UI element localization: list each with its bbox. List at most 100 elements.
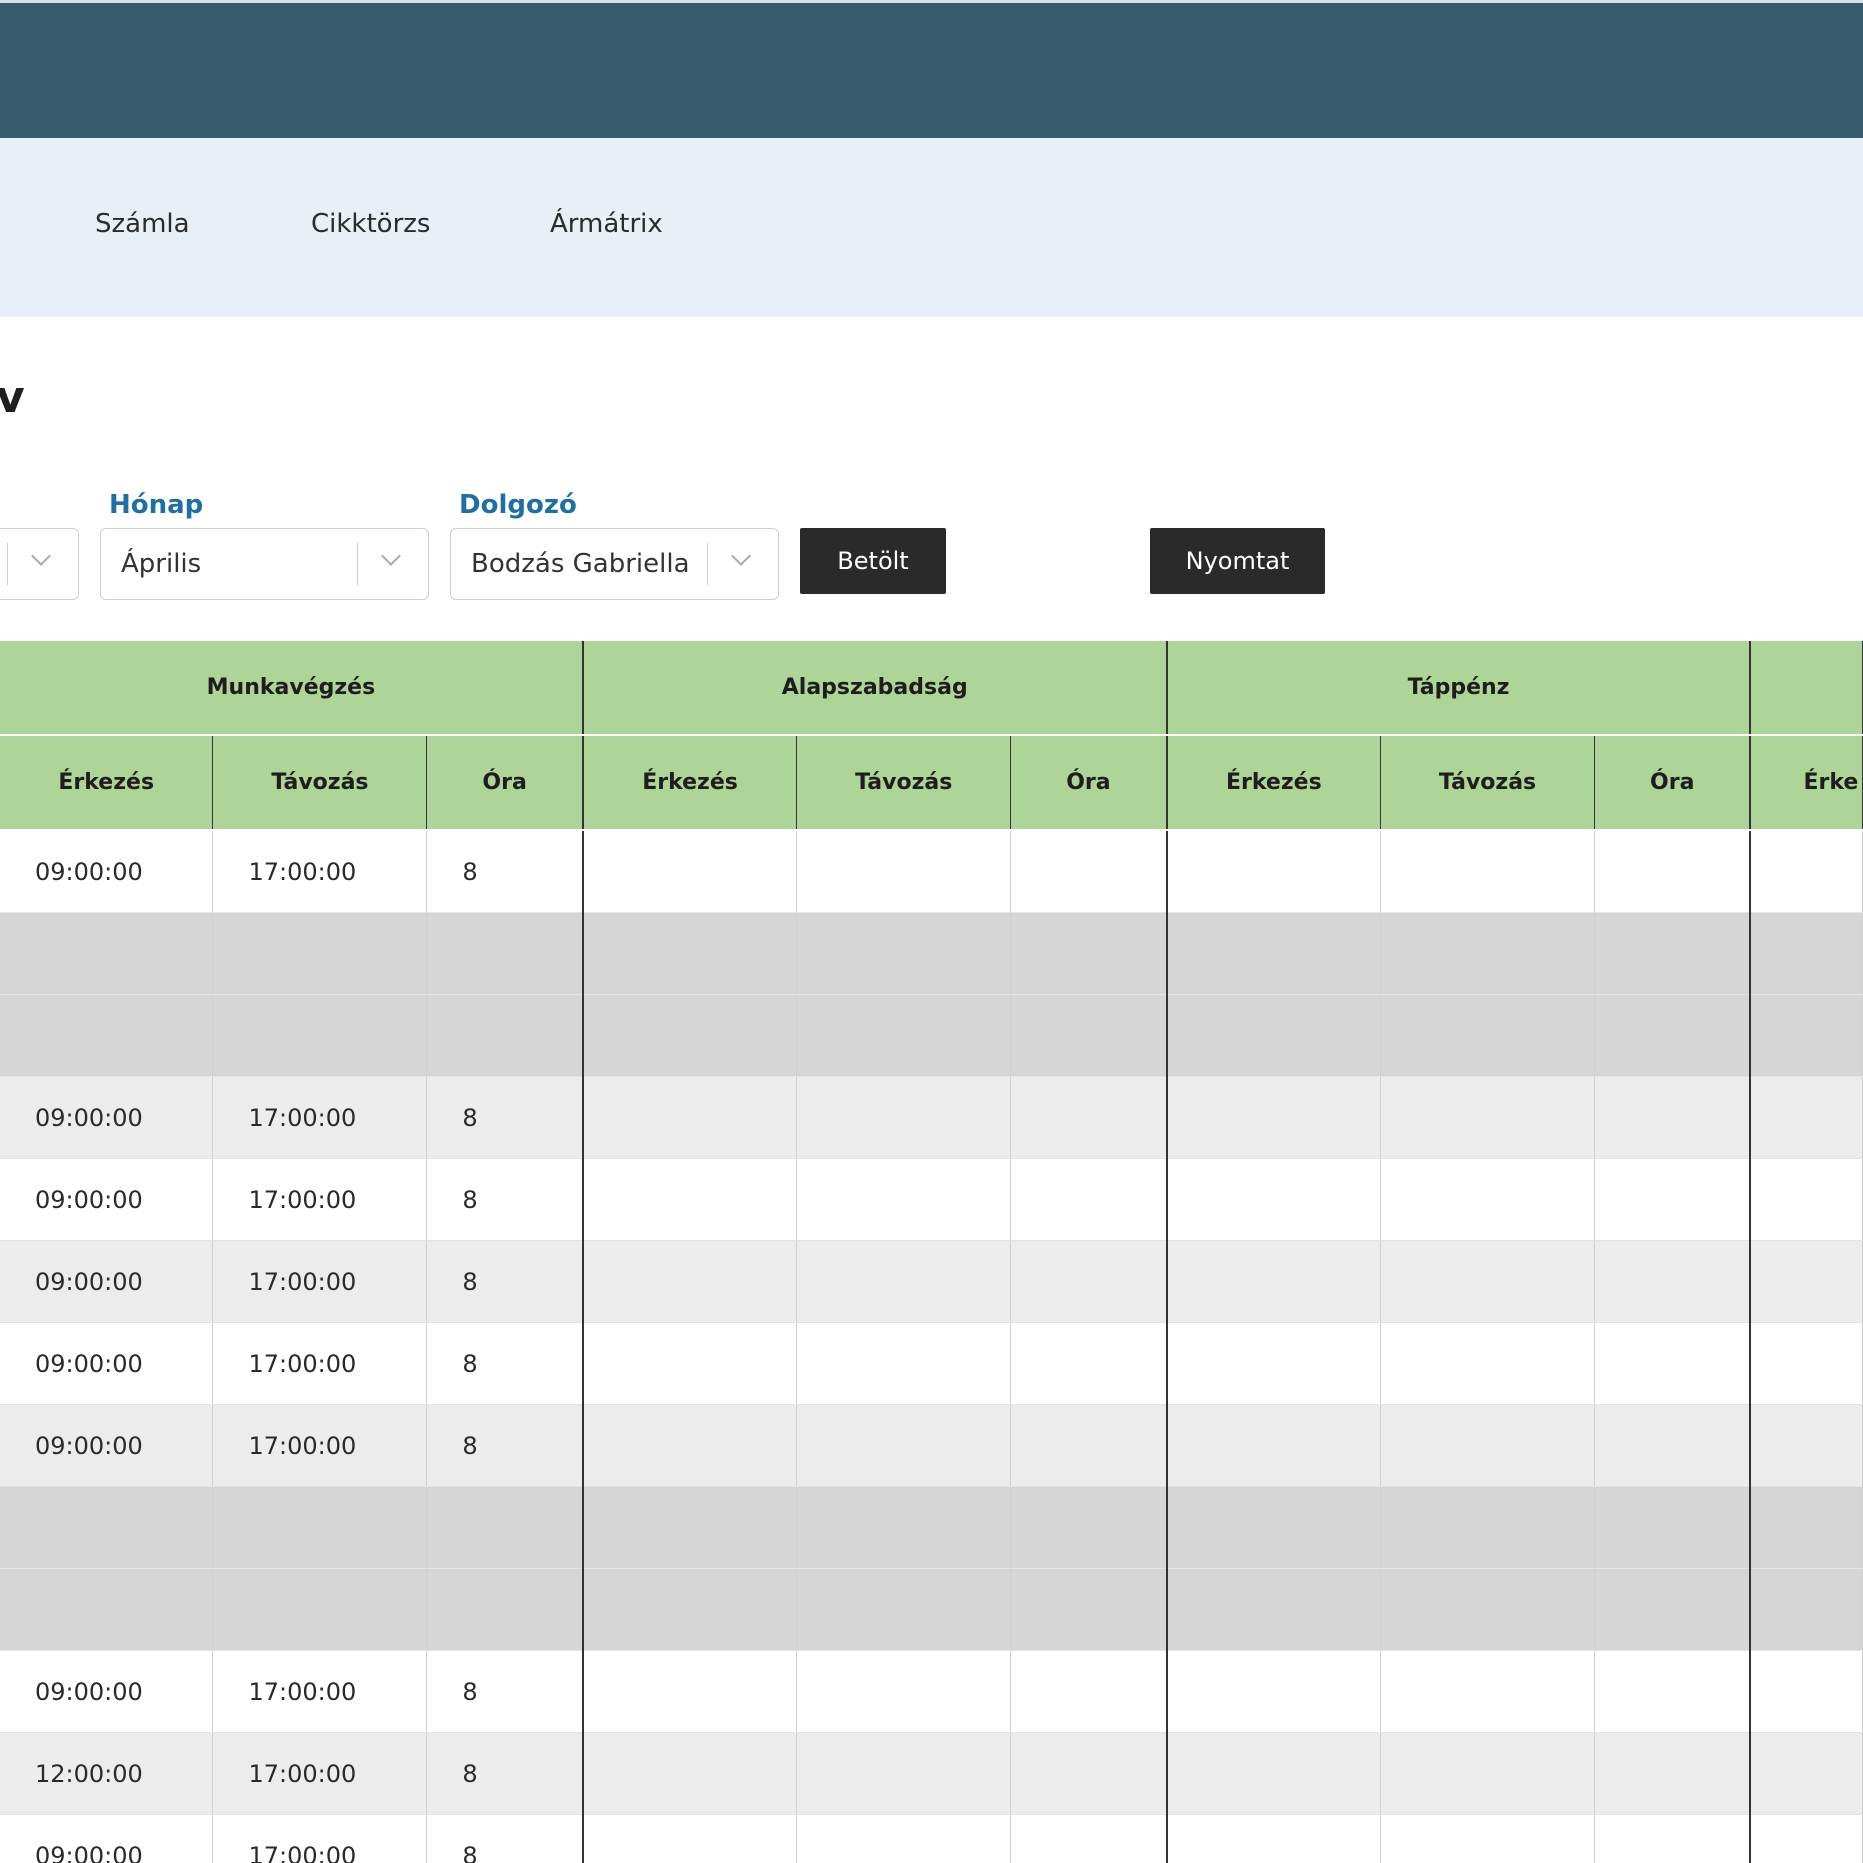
cell-leave[interactable]: 17:00:00 [212,830,428,913]
cell-leave[interactable]: 17:00:00 [212,1240,428,1323]
cell-empty[interactable] [1166,830,1382,913]
cell-empty[interactable] [1166,912,1382,995]
cell-empty[interactable] [582,1076,798,1159]
cell-empty[interactable] [1750,1404,1863,1487]
cell-empty[interactable] [1380,1814,1595,1863]
cell-empty[interactable] [1750,1486,1863,1569]
cell-arrive[interactable]: 09:00:00 [0,1240,214,1323]
cell-leave[interactable]: 17:00:00 [212,1322,428,1405]
cell-empty[interactable] [1594,1158,1752,1241]
cell-empty[interactable] [1380,830,1595,913]
cell-hours[interactable]: 8 [426,1158,584,1241]
month-select[interactable]: Április [100,528,429,600]
cell-arrive[interactable]: 12:00:00 [0,1732,214,1815]
cell-arrive[interactable]: 09:00:00 [0,1650,214,1733]
cell-empty[interactable] [1750,1568,1863,1651]
cell-empty[interactable] [1750,994,1863,1077]
cell-empty[interactable] [1010,1650,1168,1733]
cell-arrive[interactable]: 09:00:00 [0,1158,214,1241]
cell-empty[interactable] [582,1732,798,1815]
cell-empty[interactable] [796,1076,1012,1159]
cell-arrive[interactable] [0,1486,214,1569]
cell-empty[interactable] [796,1650,1012,1733]
cell-empty[interactable] [1380,1322,1595,1405]
employee-select[interactable]: Bodzás Gabriella [450,528,779,600]
cell-empty[interactable] [1380,1486,1595,1569]
cell-empty[interactable] [1380,1568,1595,1651]
cell-leave[interactable] [212,994,428,1077]
cell-empty[interactable] [796,1158,1012,1241]
cell-empty[interactable] [796,1486,1012,1569]
cell-empty[interactable] [1166,1568,1382,1651]
cell-empty[interactable] [1594,1732,1752,1815]
cell-empty[interactable] [1010,1322,1168,1405]
cell-empty[interactable] [1010,1814,1168,1863]
nav-item-szamla[interactable]: Számla [95,209,190,239]
cell-empty[interactable] [796,830,1012,913]
cell-empty[interactable] [1594,1322,1752,1405]
cell-empty[interactable] [1166,1404,1382,1487]
cell-empty[interactable] [1166,1732,1382,1815]
cell-empty[interactable] [1010,1732,1168,1815]
cell-empty[interactable] [1380,1240,1595,1323]
cell-empty[interactable] [1166,1486,1382,1569]
cell-empty[interactable] [1010,1404,1168,1487]
cell-empty[interactable] [582,1322,798,1405]
cell-leave[interactable]: 17:00:00 [212,1076,428,1159]
cell-empty[interactable] [1010,1240,1168,1323]
cell-hours[interactable]: 8 [426,1814,584,1863]
cell-empty[interactable] [1380,1650,1595,1733]
cell-arrive[interactable]: 09:00:00 [0,1404,214,1487]
cell-empty[interactable] [582,1404,798,1487]
cell-arrive[interactable] [0,1568,214,1651]
cell-leave[interactable] [212,1486,428,1569]
cell-empty[interactable] [1010,1486,1168,1569]
cell-empty[interactable] [1166,1240,1382,1323]
cell-empty[interactable] [1750,830,1863,913]
cell-empty[interactable] [1380,994,1595,1077]
cell-leave[interactable]: 17:00:00 [212,1404,428,1487]
cell-empty[interactable] [582,1814,798,1863]
cell-empty[interactable] [1594,1240,1752,1323]
cell-empty[interactable] [1594,1404,1752,1487]
cell-empty[interactable] [796,1240,1012,1323]
cell-arrive[interactable] [0,912,214,995]
cell-hours[interactable]: 8 [426,830,584,913]
cell-empty[interactable] [1594,830,1752,913]
cell-hours[interactable]: 8 [426,1076,584,1159]
cell-empty[interactable] [1594,1568,1752,1651]
cell-empty[interactable] [1380,1076,1595,1159]
print-button[interactable]: Nyomtat [1150,528,1325,594]
cell-empty[interactable] [1166,1158,1382,1241]
cell-empty[interactable] [796,912,1012,995]
cell-empty[interactable] [1750,1076,1863,1159]
cell-empty[interactable] [796,1568,1012,1651]
cell-empty[interactable] [1010,912,1168,995]
cell-empty[interactable] [796,1322,1012,1405]
cell-empty[interactable] [1750,1732,1863,1815]
cell-empty[interactable] [1594,1814,1752,1863]
cell-arrive[interactable]: 09:00:00 [0,1322,214,1405]
cell-leave[interactable] [212,912,428,995]
cell-empty[interactable] [1750,1650,1863,1733]
cell-empty[interactable] [796,994,1012,1077]
cell-empty[interactable] [1594,912,1752,995]
cell-empty[interactable] [1750,1322,1863,1405]
cell-empty[interactable] [1166,1650,1382,1733]
cell-empty[interactable] [796,1814,1012,1863]
cell-leave[interactable]: 17:00:00 [212,1814,428,1863]
cell-empty[interactable] [1750,912,1863,995]
cell-hours[interactable] [426,994,584,1077]
cell-empty[interactable] [1010,1158,1168,1241]
cell-empty[interactable] [582,1650,798,1733]
cell-empty[interactable] [1010,1076,1168,1159]
cell-empty[interactable] [582,1568,798,1651]
cell-empty[interactable] [1010,1568,1168,1651]
cell-empty[interactable] [1750,1158,1863,1241]
cell-leave[interactable] [212,1568,428,1651]
cell-empty[interactable] [1380,1404,1595,1487]
cell-empty[interactable] [582,1158,798,1241]
cell-empty[interactable] [1166,1814,1382,1863]
cell-empty[interactable] [582,830,798,913]
cell-empty[interactable] [1750,1814,1863,1863]
